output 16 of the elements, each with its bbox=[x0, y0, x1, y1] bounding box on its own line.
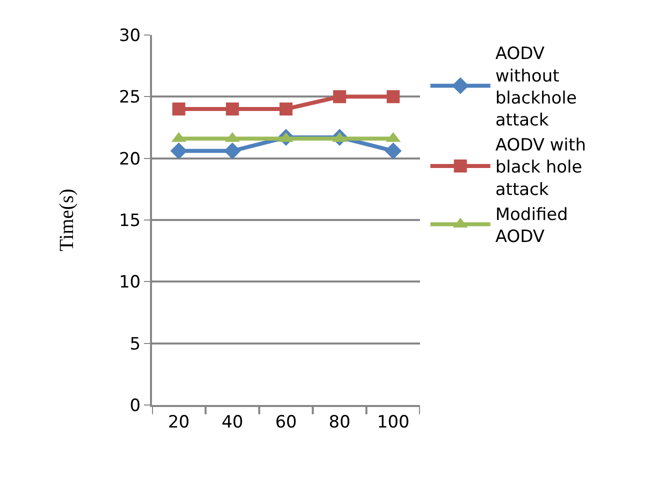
x-tick-label: 80 bbox=[328, 412, 350, 432]
legend-label: Modified AODV bbox=[495, 204, 568, 247]
y-tick-label: 30 bbox=[118, 26, 141, 46]
x-tick-label: 60 bbox=[275, 412, 297, 432]
legend-label: AODV with black hole attack bbox=[495, 136, 586, 200]
y-tick-label: 20 bbox=[118, 149, 141, 170]
x-tick-label: 20 bbox=[168, 412, 190, 432]
y-tick-label: 15 bbox=[118, 210, 141, 231]
x-tick-label: 100 bbox=[376, 412, 410, 432]
y-axis-title: Time(s) bbox=[56, 188, 78, 252]
legend-label: AODV without blackhole attack bbox=[495, 44, 577, 130]
y-tick-label: 5 bbox=[130, 334, 141, 354]
y-tick-label: 25 bbox=[118, 88, 141, 108]
x-tick-label: 40 bbox=[222, 412, 244, 432]
y-tick-label: 0 bbox=[130, 396, 141, 416]
y-tick-label: 10 bbox=[118, 272, 141, 293]
